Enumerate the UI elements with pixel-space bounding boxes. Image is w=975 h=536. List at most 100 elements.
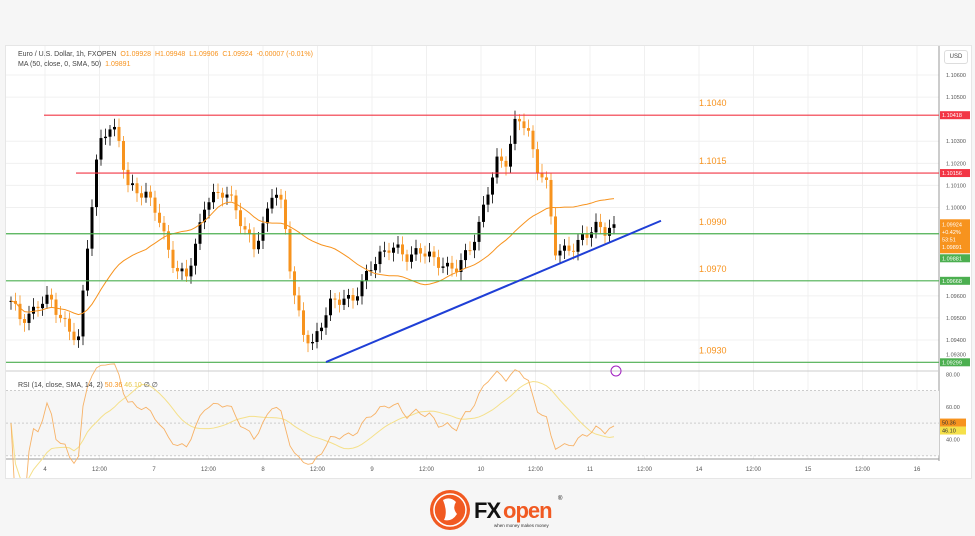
candle-body <box>72 331 76 341</box>
candle-body <box>297 295 301 311</box>
last-price-text: 53:51 <box>942 237 956 243</box>
candle-body <box>90 207 94 249</box>
rsi-line <box>10 363 615 506</box>
candle-body <box>198 222 202 244</box>
candle-body <box>446 262 449 267</box>
candle-body <box>41 303 44 309</box>
currency-button[interactable]: USD <box>944 50 968 64</box>
candle-body <box>540 172 544 178</box>
rsi-tick-label: 40.00 <box>946 437 960 443</box>
candle-body <box>603 227 607 236</box>
last-price-box <box>940 219 970 254</box>
candle-body <box>414 248 418 255</box>
candle-body <box>261 223 265 241</box>
candle-body <box>194 243 197 266</box>
candle-body <box>248 229 251 235</box>
candle-body <box>405 254 409 262</box>
y-tick-label: 1.10000 <box>946 205 966 211</box>
axis-price-text: 1.09668 <box>942 279 962 285</box>
candle-body <box>108 129 112 137</box>
last-price-text: +0.42% <box>942 230 961 236</box>
candle-body <box>522 121 526 129</box>
candle-body <box>477 221 481 242</box>
chart-panel[interactable]: 4 12:00 7 12:00 8 12:00 9 12:00 10 12:00 11 12:00 14… <box>5 45 972 506</box>
candle-body <box>423 253 427 257</box>
x-tick-label: 16 <box>914 467 921 473</box>
candle-body <box>545 177 548 180</box>
x-tick-label: 12:00 <box>419 467 435 473</box>
candle-body <box>581 234 584 240</box>
candle-body <box>360 280 364 297</box>
candle-body <box>50 294 53 300</box>
candle-body <box>392 247 395 253</box>
level-label: 1.0970 <box>699 264 727 274</box>
rsi-extra: ∅ ∅ <box>143 382 158 389</box>
candle-body <box>306 334 310 344</box>
candle-body <box>270 197 274 209</box>
candle-body <box>383 250 386 252</box>
candle-body <box>153 197 157 213</box>
axis-price-text: 1.09881 <box>942 256 962 262</box>
candle-body <box>342 298 346 305</box>
svg-text:FX: FX <box>474 498 501 523</box>
candle-body <box>410 254 413 262</box>
candle-body <box>428 251 431 257</box>
x-tick-label: 12:00 <box>528 467 544 473</box>
ohlc-legend: Euro / U.S. Dollar, 1h, FXOPEN O1.09928 … <box>18 51 313 58</box>
candle-body <box>158 212 161 223</box>
candle-body <box>45 294 49 304</box>
candle-body <box>252 234 256 250</box>
y-tick-label: 1.10500 <box>946 95 966 101</box>
candle-body <box>387 250 391 253</box>
rsi-value-badge <box>940 418 966 427</box>
candle-body <box>189 265 193 277</box>
low-value: L1.09906 <box>189 51 219 58</box>
candle-body <box>585 234 589 238</box>
candle-body <box>95 159 98 208</box>
candle-body <box>333 298 337 300</box>
candle-body <box>288 229 292 272</box>
candle-body <box>180 268 184 272</box>
candle-body <box>441 266 445 268</box>
candle-body <box>311 341 314 344</box>
level-label: 1.1040 <box>699 98 727 108</box>
candle-body <box>594 221 598 233</box>
candle-body <box>243 226 247 230</box>
rsi-label: RSI (14, close, SMA, 14, 2) <box>18 382 103 389</box>
candle-body <box>369 270 373 272</box>
level-label: 1.1015 <box>699 156 727 166</box>
candle-body <box>378 251 382 265</box>
candle-body <box>18 303 22 320</box>
price-chart[interactable]: 4 12:00 7 12:00 8 12:00 9 12:00 10 12:00 11 12:00 14… <box>6 46 971 506</box>
axis-price-text: 1.10156 <box>942 171 962 177</box>
x-tick-label: 7 <box>152 467 156 473</box>
candle-body <box>275 194 278 198</box>
candle-body <box>176 267 179 272</box>
candle-body <box>77 336 80 341</box>
x-tick-label: 12:00 <box>310 467 326 473</box>
candle-body <box>365 271 368 281</box>
rsi-sma-badge-text: 46.10 <box>942 429 956 435</box>
y-tick-label: 1.10200 <box>946 161 966 167</box>
candle-body <box>491 177 494 195</box>
candle-body <box>162 222 166 232</box>
candle-body <box>324 315 328 328</box>
x-tick-label: 12:00 <box>201 467 217 473</box>
axis-price-badge <box>940 276 970 285</box>
candle-body <box>459 260 463 272</box>
lightning-event-icon <box>610 365 622 377</box>
candle-body <box>27 313 31 323</box>
level-label: 1.0930 <box>699 345 727 355</box>
rsi-value-badge-text: 50.36 <box>942 421 956 427</box>
candle-body <box>576 239 580 252</box>
candle-body <box>126 169 130 186</box>
candle-body <box>113 126 116 130</box>
candle-body <box>225 194 229 198</box>
candle-body <box>32 306 35 314</box>
candle-body <box>266 208 269 224</box>
candle-body <box>518 118 521 122</box>
candle-body <box>23 319 26 323</box>
candle-body <box>257 240 260 250</box>
trendline <box>325 219 662 364</box>
candle-body <box>207 202 211 210</box>
